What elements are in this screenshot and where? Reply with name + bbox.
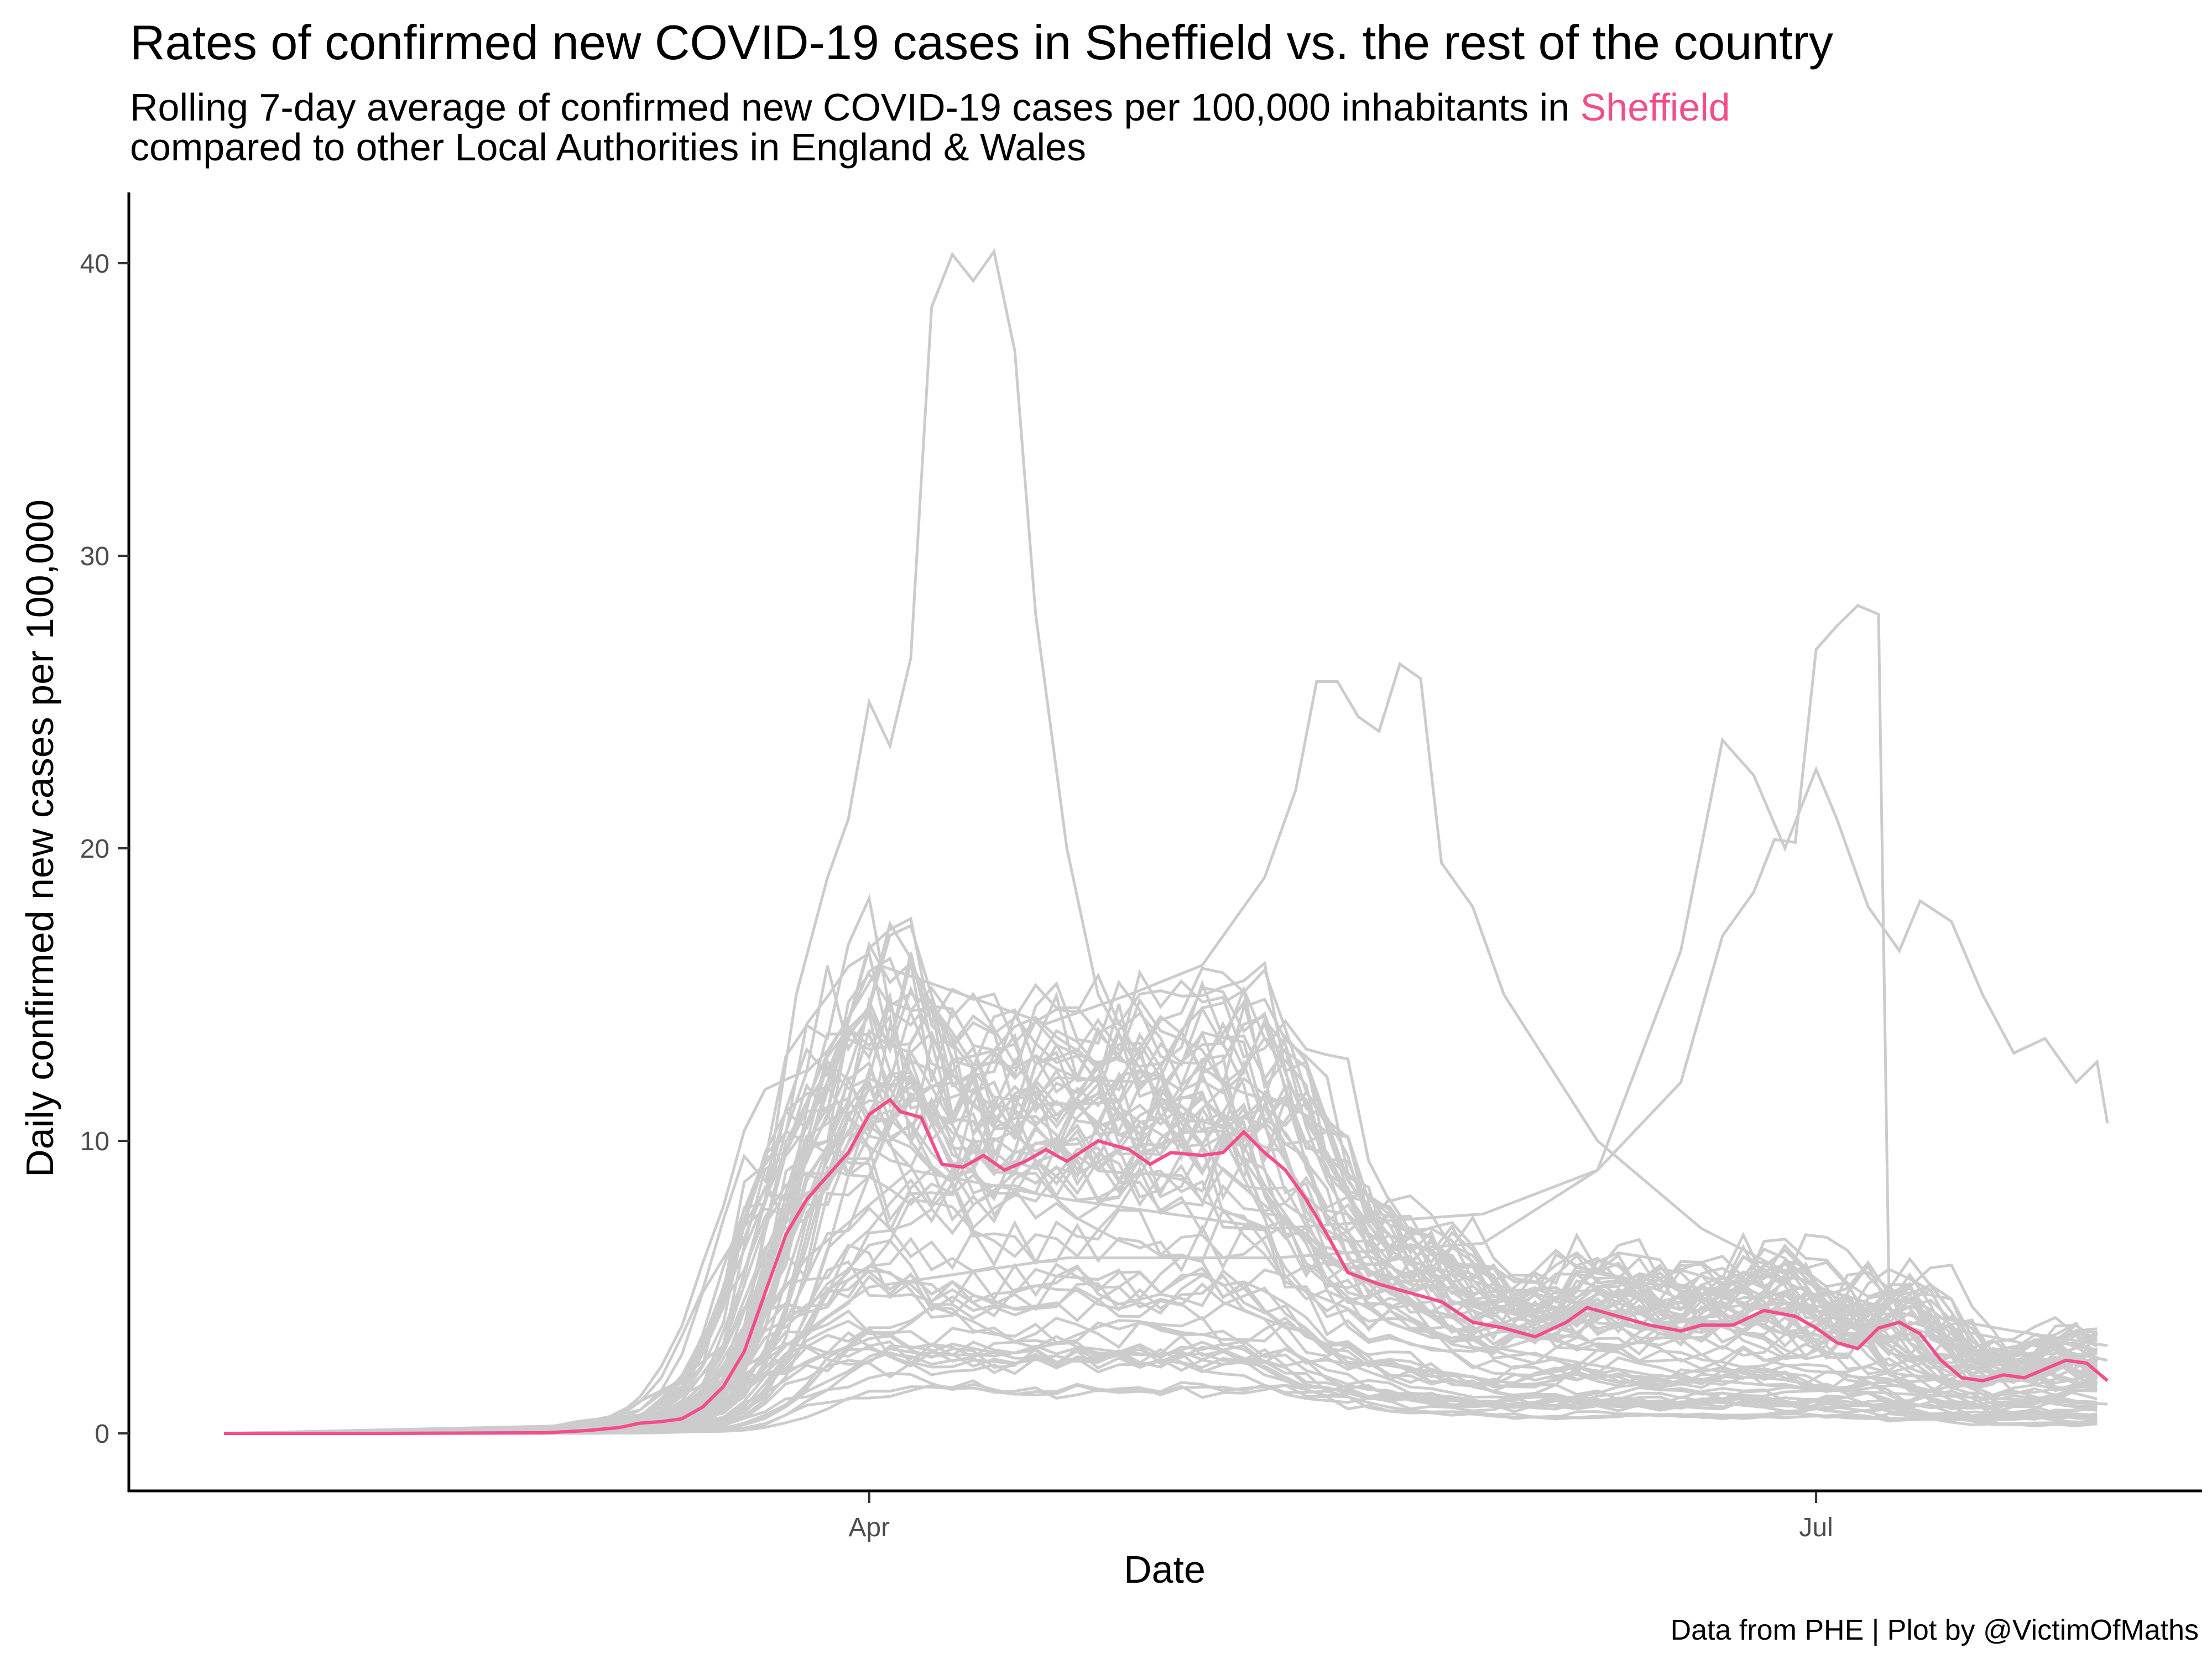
y-tick-label: 40 — [80, 249, 109, 279]
x-axis-title: Date — [1124, 1548, 1206, 1591]
authority-line — [223, 603, 2108, 1435]
y-tick-label: 10 — [80, 1127, 109, 1156]
chart-title: Rates of confirmed new COVID-19 cases in… — [130, 15, 1833, 70]
sheffield-line — [224, 1097, 2109, 1435]
chart-caption: Data from PHE | Plot by @VictimOfMaths — [1671, 1614, 2199, 1646]
authority-line — [223, 661, 2108, 1435]
y-ticks: 0 10 20 30 40 — [80, 249, 129, 1449]
subtitle-prefix: Rolling 7-day average of confirmed new C… — [130, 86, 1580, 129]
other-authorities-lines — [224, 893, 2099, 1435]
y-axis-title: Daily confirmed new cases per 100,000 — [18, 499, 61, 1177]
x-tick-label: Jul — [1799, 1513, 1833, 1542]
subtitle-highlight: Sheffield — [1580, 86, 1730, 129]
plot-area — [223, 248, 2109, 1435]
y-tick-label: 0 — [95, 1420, 109, 1449]
chart-subtitle: Rolling 7-day average of confirmed new C… — [130, 86, 1730, 129]
y-tick-label: 20 — [80, 834, 109, 864]
y-tick-label: 30 — [80, 542, 109, 571]
authority-line — [223, 737, 2109, 1435]
x-ticks: Apr Jul — [848, 1492, 1833, 1542]
chart-subtitle-line2: compared to other Local Authorities in E… — [130, 126, 1086, 169]
x-tick-label: Apr — [848, 1513, 890, 1542]
